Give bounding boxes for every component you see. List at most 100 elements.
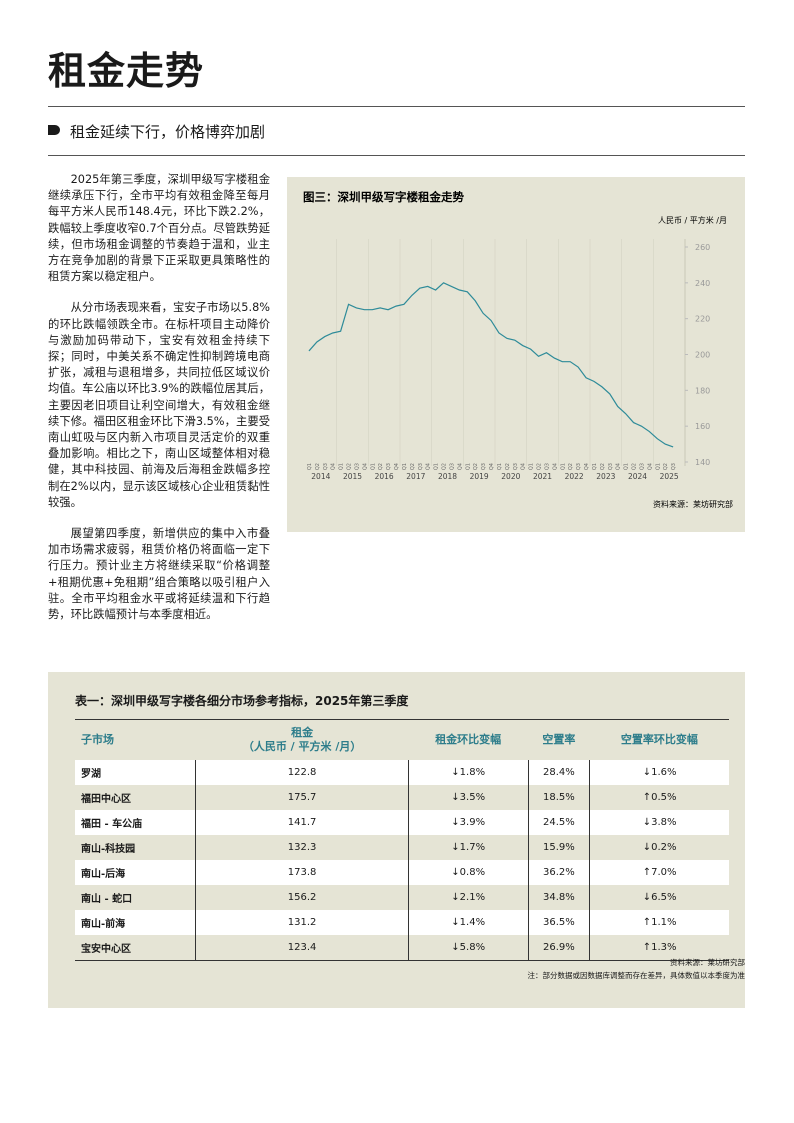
- x-tick-label: Q3: [481, 463, 487, 470]
- cell: 28.4%: [527, 760, 590, 785]
- year-label: 2023: [596, 472, 615, 481]
- column-header: 租金环比变幅: [408, 719, 529, 760]
- table-row: 罗湖 122.8 ↓1.8% 28.4% ↓1.6%: [75, 760, 729, 785]
- submarket: 南山 - 蛇口: [81, 894, 133, 905]
- x-tick-label: Q3: [639, 463, 645, 470]
- chart: 图三：深圳甲级写字楼租金走势 人民币 / 平方米 /月 资料来源：莱坊研究部 2…: [303, 190, 733, 509]
- table-title: 表一：深圳甲级写字楼各细分市场参考指标，2025年第三季度: [75, 694, 409, 708]
- x-tick-label: Q4: [616, 463, 622, 470]
- y-tick-label: 260: [695, 243, 710, 252]
- x-tick-label: Q4: [584, 463, 590, 470]
- cell: 24.5%: [527, 810, 590, 835]
- column-header: 租金 （人民币 / 平方米 /月）: [195, 719, 409, 760]
- x-tick-label: Q2: [410, 463, 416, 470]
- x-tick-label: Q2: [632, 463, 638, 470]
- cell: ↓0.8%: [407, 860, 529, 885]
- cell: 141.7: [195, 810, 409, 835]
- x-tick-label: Q4: [521, 463, 527, 470]
- submarket: 福田 - 车公庙: [75, 810, 196, 835]
- rule: [48, 106, 745, 107]
- x-tick-label: Q2: [600, 463, 606, 470]
- x-tick-label: Q4: [489, 463, 495, 470]
- year-label: 2021: [533, 472, 552, 481]
- x-tick-label: Q2: [663, 463, 669, 470]
- paragraph: 从分市场表现来看，宝安子市场以5.8%的环比跌幅领跌全市。在标杆项目主动降价与激…: [48, 301, 270, 509]
- x-tick-label: Q1: [529, 463, 535, 470]
- year-label: 2024: [628, 472, 647, 481]
- x-tick-label: Q3: [323, 463, 329, 470]
- x-tick-label: Q1: [560, 463, 566, 470]
- body-text: 2025年第三季度，深圳甲级写字楼租金继续承压下行，全市平均有效租金降至每月每平…: [48, 172, 270, 638]
- submarket: 南山-后海: [75, 860, 196, 885]
- cell: 132.3: [195, 835, 409, 860]
- x-tick-label: Q1: [307, 463, 313, 470]
- cell: ↑1.3%: [589, 935, 729, 961]
- cell: 26.9%: [527, 935, 590, 961]
- source: 资料来源：莱坊研究部: [653, 499, 733, 509]
- x-tick-label: Q3: [354, 463, 360, 470]
- x-tick-label: Q1: [434, 463, 440, 470]
- submarket: 南山-科技园: [81, 844, 136, 855]
- column-header: 子市场: [75, 719, 196, 760]
- cell: 156.2: [195, 885, 409, 910]
- rule: [48, 155, 745, 156]
- cell: 131.2: [195, 910, 409, 935]
- cell: ↓3.8%: [589, 810, 729, 835]
- cell: ↓5.8%: [407, 935, 529, 961]
- cell: ↓6.5%: [589, 885, 729, 910]
- x-tick-label: Q4: [552, 463, 558, 470]
- x-tick-label: Q2: [568, 463, 574, 470]
- x-tick-label: Q1: [655, 463, 661, 470]
- y-tick-label: 180: [695, 386, 710, 395]
- y-tick-label: 200: [695, 351, 710, 360]
- x-tick-label: Q4: [331, 463, 337, 470]
- x-tick-label: Q3: [671, 463, 677, 470]
- x-tick-label: Q2: [442, 463, 448, 470]
- cell: 173.8: [195, 860, 409, 885]
- x-tick-label: Q1: [465, 463, 471, 470]
- chart-panel: 图三：深圳甲级写字楼租金走势 人民币 / 平方米 /月 资料来源：莱坊研究部 2…: [287, 177, 745, 532]
- submarket: 宝安中心区: [75, 935, 196, 961]
- x-tick-label: Q4: [426, 463, 432, 470]
- cell: ↑1.1%: [589, 910, 729, 935]
- cell: 15.9%: [527, 835, 590, 860]
- cell: 34.8%: [527, 885, 590, 910]
- bullet-icon: [48, 125, 60, 135]
- x-tick-label: Q1: [624, 463, 630, 470]
- paragraph: 2025年第三季度，深圳甲级写字楼租金继续承压下行，全市平均有效租金降至每月每平…: [48, 173, 270, 284]
- cell: ↓1.4%: [407, 910, 529, 935]
- year-label: 2016: [375, 472, 394, 481]
- y-tick-label: 240: [695, 279, 710, 288]
- x-tick-label: Q1: [339, 463, 345, 470]
- cell: ↓3.9%: [407, 810, 529, 835]
- cell: ↑7.0%: [589, 860, 729, 885]
- x-tick-label: Q3: [386, 463, 392, 470]
- x-tick-label: Q4: [647, 463, 653, 470]
- x-tick-label: Q3: [513, 463, 519, 470]
- x-tick-label: Q3: [544, 463, 550, 470]
- x-tick-label: Q2: [347, 463, 353, 470]
- page-title: 租金走势: [48, 49, 205, 93]
- column-header: 空置率: [528, 719, 590, 760]
- x-tick-label: Q3: [608, 463, 614, 470]
- x-tick-label: Q4: [394, 463, 400, 470]
- x-tick-label: Q4: [457, 463, 463, 470]
- x-tick-label: Q3: [576, 463, 582, 470]
- year-label: 2014: [311, 472, 330, 481]
- year-label: 2017: [406, 472, 425, 481]
- x-tick-label: Q2: [537, 463, 543, 470]
- cell: 175.7: [195, 785, 409, 810]
- x-tick-label: Q1: [497, 463, 503, 470]
- table-row: 南山-科技园 132.3 ↓1.7% 15.9% ↓0.2%: [75, 835, 729, 860]
- x-tick-label: Q2: [378, 463, 384, 470]
- submarket: 福田中心区: [81, 794, 131, 805]
- table-row: 南山-后海 173.8 ↓0.8% 36.2% ↑7.0%: [75, 860, 729, 885]
- paragraph: 展望第四季度，新增供应的集中入市叠加市场需求疲弱，租赁价格仍将面临一定下行压力。…: [48, 527, 270, 622]
- table-row: 福田 - 车公庙 141.7 ↓3.9% 24.5% ↓3.8%: [75, 810, 729, 835]
- cell: 36.5%: [527, 910, 590, 935]
- year-label: 2019: [470, 472, 489, 481]
- year-label: 2015: [343, 472, 362, 481]
- cell: ↓3.5%: [407, 785, 529, 810]
- table-row: 南山-前海 131.2 ↓1.4% 36.5% ↑1.1%: [75, 910, 729, 935]
- x-tick-label: Q1: [592, 463, 598, 470]
